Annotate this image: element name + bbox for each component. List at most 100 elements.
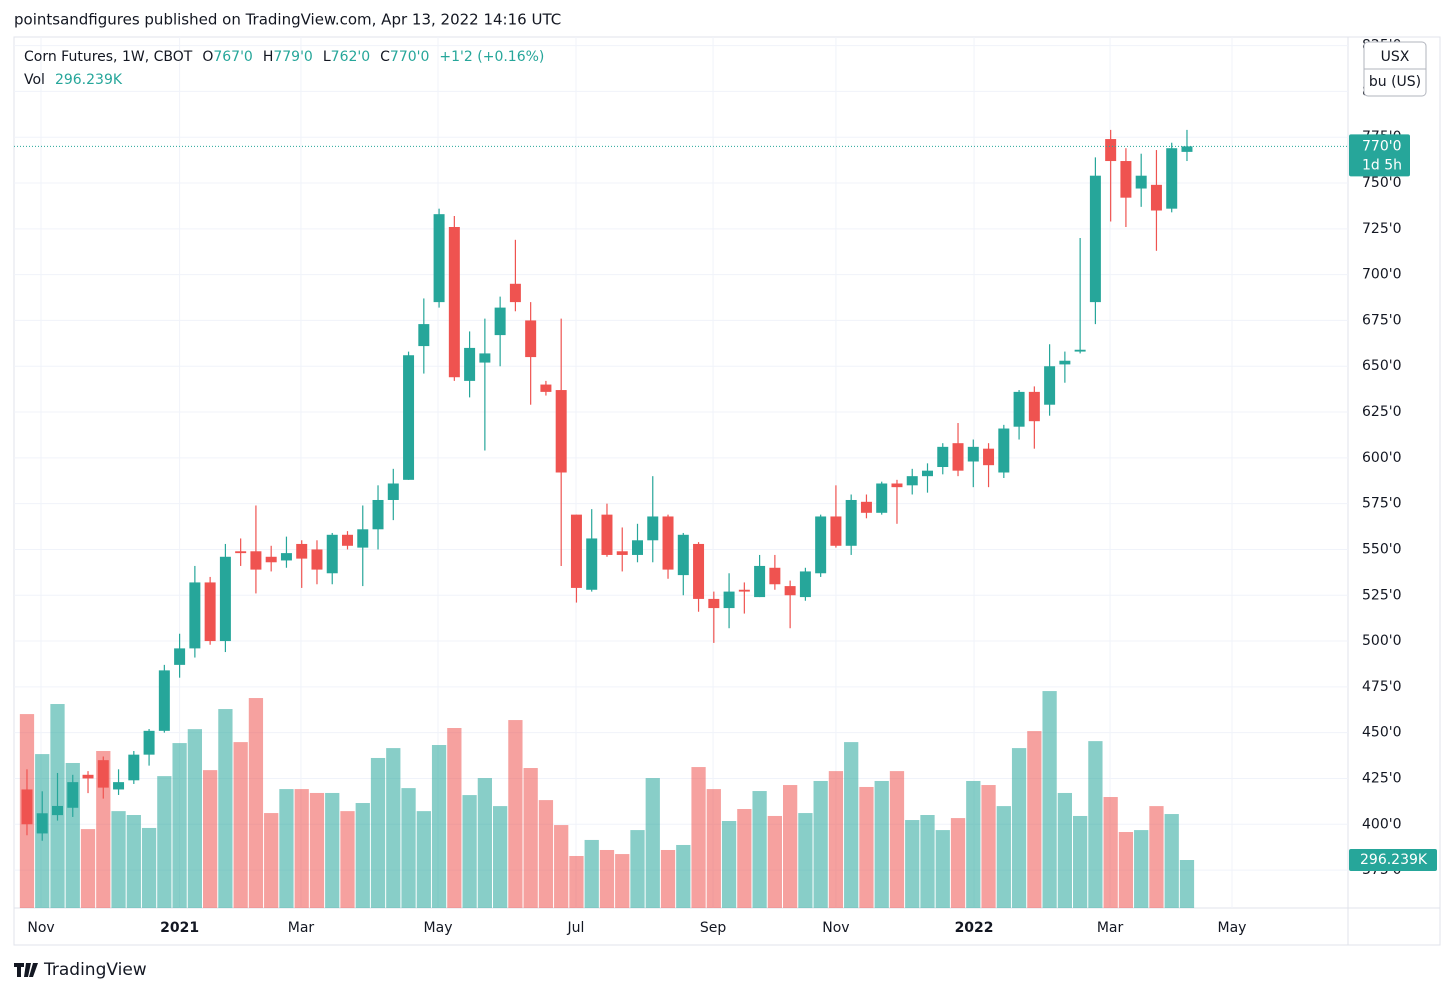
candle-body: [922, 470, 933, 477]
candle-body: [784, 586, 796, 596]
ohlc-value: 762'0: [331, 49, 370, 65]
unit-label: USX: [1381, 49, 1410, 65]
volume-bar: [187, 729, 202, 908]
candle-body: [769, 567, 781, 585]
ohlc-value: 770'0: [390, 49, 429, 65]
candle-body: [845, 499, 857, 546]
candle-body: [998, 428, 1010, 473]
candle-body: [1166, 148, 1178, 209]
volume-bar: [508, 720, 523, 908]
candle-body: [174, 648, 186, 665]
volume-bar: [325, 792, 340, 908]
candle-body: [311, 549, 323, 570]
volume-bar: [905, 820, 920, 908]
ohlc-key: H: [263, 49, 274, 65]
candle-body: [1135, 175, 1147, 189]
volume-tag: [1349, 849, 1437, 872]
candle-body: [891, 483, 903, 488]
volume-bar: [157, 776, 172, 908]
candle-body: [128, 754, 140, 781]
candle-body: [738, 589, 750, 592]
volume-bar: [767, 815, 782, 908]
ohlc-key: C: [380, 49, 390, 65]
candle-body: [525, 320, 537, 358]
candle-body: [906, 476, 918, 486]
volume-bar: [172, 743, 187, 908]
volume-bar: [493, 806, 508, 908]
candle-body: [21, 789, 33, 825]
last-price-label: 770'0: [1362, 138, 1401, 154]
y-tick-label: 450'0: [1362, 725, 1401, 741]
candle-body: [1013, 391, 1025, 427]
volume-bar: [996, 806, 1011, 908]
y-tick-label: 525'0: [1362, 587, 1401, 603]
countdown: 1d 5h: [1362, 157, 1402, 173]
x-tick-label: 2021: [160, 920, 199, 936]
volume-bar: [798, 813, 813, 908]
candle-body: [555, 390, 567, 473]
candle-body: [509, 283, 521, 303]
volume-bar: [416, 811, 431, 908]
x-tick-label: May: [1218, 920, 1247, 936]
volume-bar: [660, 849, 676, 908]
volume-bar: [1073, 815, 1088, 908]
candle-body: [143, 730, 155, 755]
plot: [14, 129, 1348, 908]
volume-bar: [935, 830, 950, 908]
candle-body: [677, 534, 689, 576]
x-tick-label: Nov: [27, 920, 54, 936]
candle-body: [219, 556, 231, 642]
candle-body: [479, 353, 491, 363]
volume-bar: [752, 791, 767, 908]
volume-bar: [431, 745, 447, 908]
volume-bar: [615, 854, 630, 908]
candle-body: [113, 782, 125, 790]
volume-bar: [80, 829, 96, 908]
candle-body: [280, 553, 292, 561]
legend: Corn Futures, 1W, CBOT O767'0 H779'0 L762'0…: [24, 49, 544, 88]
candle-body: [952, 443, 964, 471]
candle-body: [433, 214, 445, 303]
candle-body: [1044, 366, 1056, 405]
volume-bar: [279, 789, 294, 908]
candle-body: [372, 499, 384, 530]
grid: [14, 37, 1348, 908]
candle-body: [1105, 139, 1117, 162]
symbol-title: Corn Futures, 1W, CBOT O767'0 H779'0 L762'0…: [24, 49, 544, 65]
volume-bar: [1118, 832, 1134, 908]
candle-body: [97, 760, 109, 788]
y-tick-label: 400'0: [1362, 816, 1401, 832]
candle-body: [586, 538, 598, 590]
candle-body: [662, 516, 674, 570]
brand-name: TradingView: [43, 960, 147, 980]
symbol-name: Corn Futures, 1W, CBOT: [24, 49, 193, 65]
candle-body: [67, 782, 79, 808]
volume-bar: [859, 786, 874, 908]
candle-body: [36, 813, 48, 834]
volume-bar: [233, 742, 248, 908]
candle-body: [326, 534, 338, 574]
volume-bar: [1149, 806, 1164, 908]
candle-body: [235, 551, 247, 554]
candle-body: [494, 307, 506, 336]
candle-body: [616, 551, 628, 555]
volume-bar: [294, 789, 309, 908]
change: +1'2 (+0.16%): [439, 49, 544, 65]
volume-legend: Vol 296.239K: [24, 72, 123, 88]
candle-body: [815, 516, 827, 574]
y-tick-label: 550'0: [1362, 541, 1401, 557]
candle-body: [876, 483, 888, 513]
candle-body: [632, 540, 643, 555]
volume-bar: [691, 767, 706, 908]
ohlc-value: 767'0: [213, 49, 252, 65]
volume-bar: [1042, 691, 1057, 908]
candle-body: [265, 556, 277, 563]
volume-bar: [874, 780, 889, 908]
volume-bar: [309, 792, 325, 908]
candle-body: [1059, 360, 1071, 365]
candle-body: [754, 565, 766, 598]
volume-bar: [141, 827, 157, 908]
volume-bar: [126, 815, 141, 908]
ohlc-key: O: [202, 49, 213, 65]
